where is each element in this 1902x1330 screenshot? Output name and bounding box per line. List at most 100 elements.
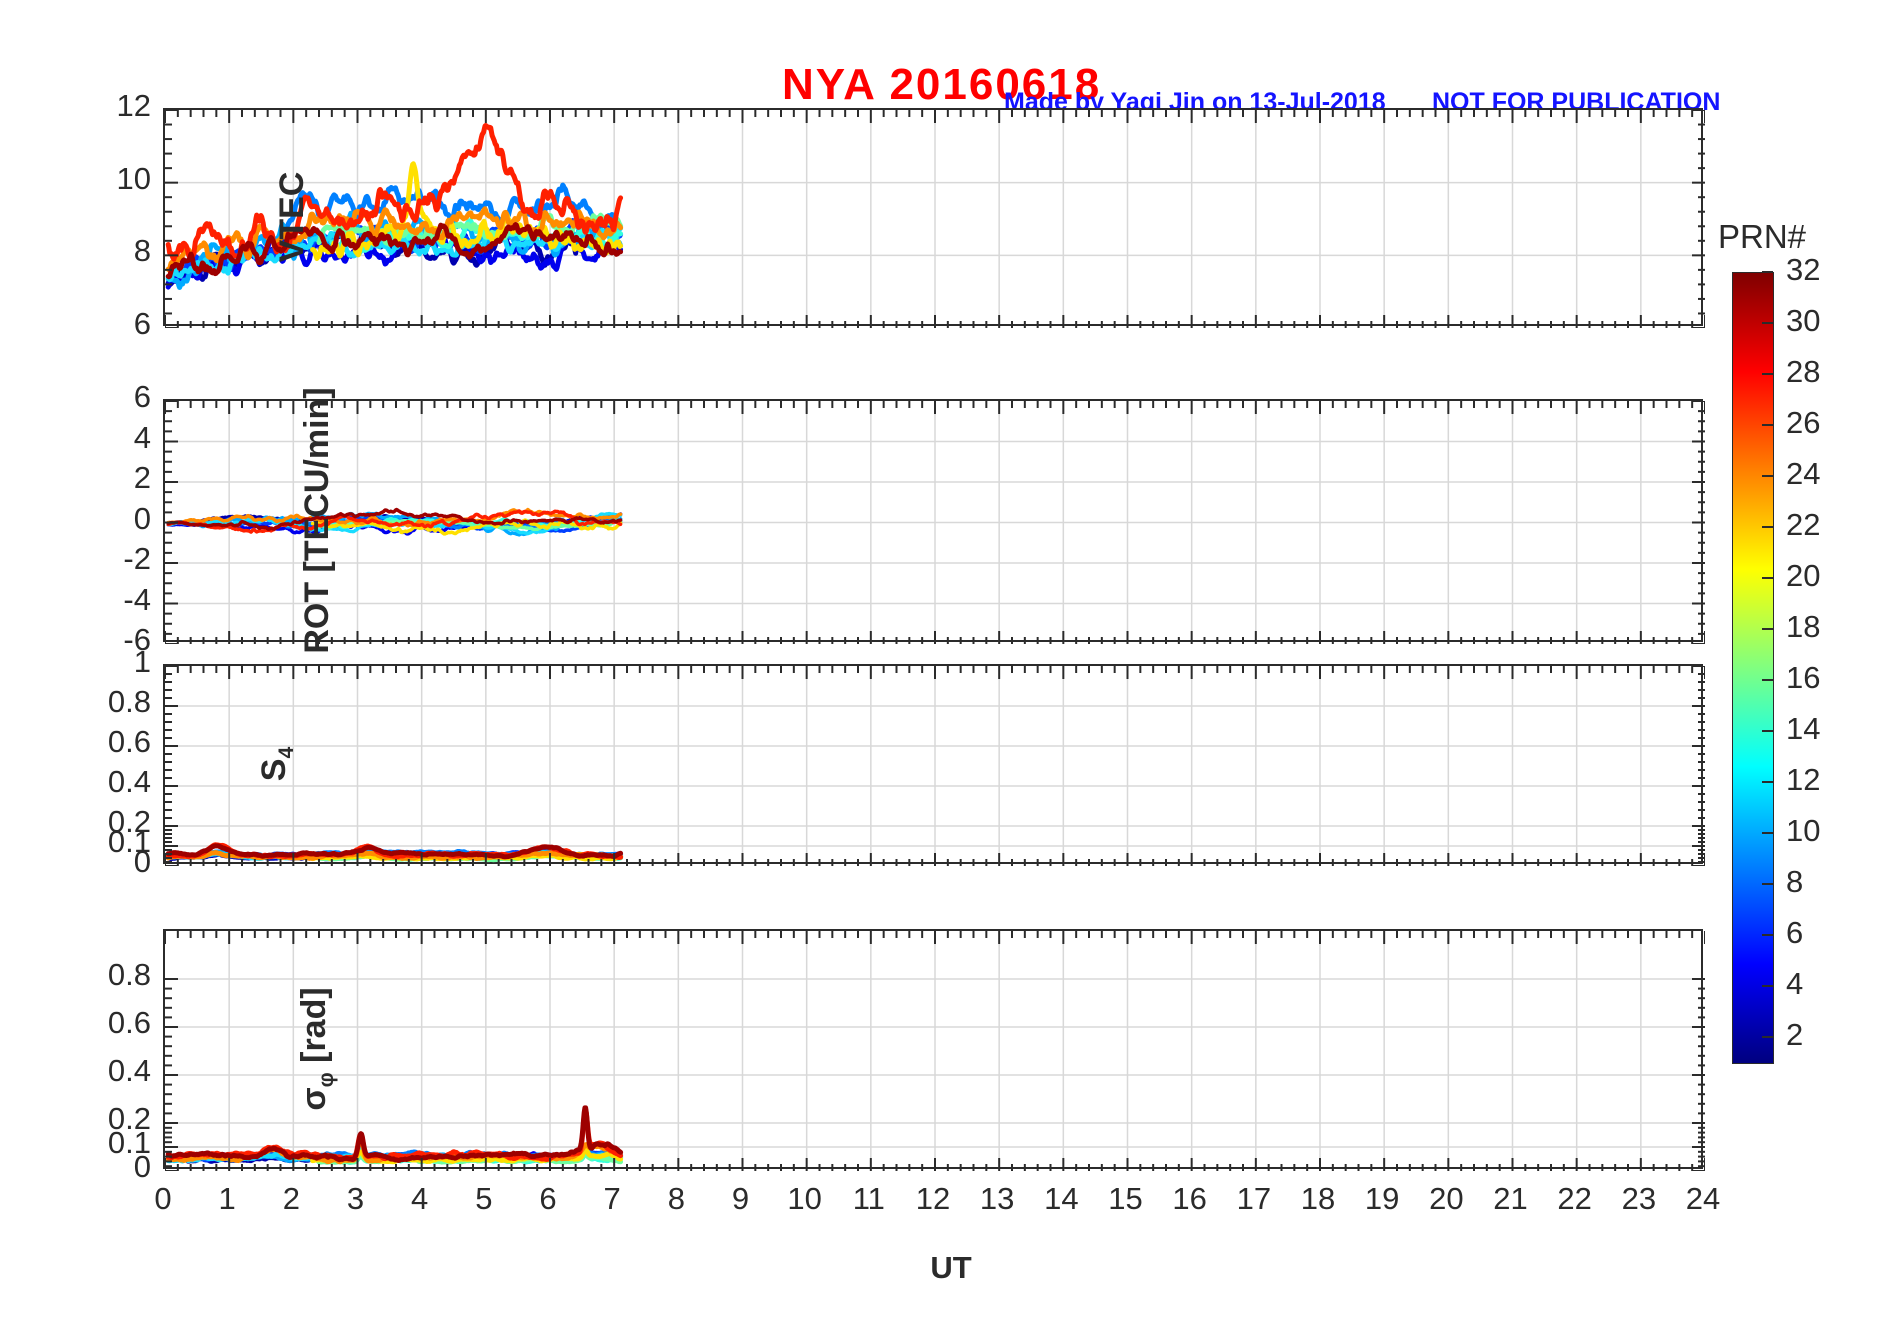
- x-tick-label: 7: [603, 1181, 621, 1216]
- colorbar-tick-label: 18: [1786, 608, 1821, 644]
- x-tick-label: 1: [218, 1181, 236, 1216]
- colorbar-tick-label: 8: [1786, 863, 1804, 899]
- panel-vtec-plot-area: [165, 110, 1705, 328]
- series-prn-32: [165, 1105, 624, 1163]
- x-tick-label: 22: [1557, 1181, 1592, 1216]
- x-tick-label: 8: [667, 1181, 685, 1216]
- panel-vtec-ytick-label: 10: [116, 160, 151, 196]
- colorbar-title: PRN#: [1718, 218, 1807, 255]
- panel-sigma_phi-ytick-label: 0.4: [107, 1053, 151, 1088]
- x-tick-label: 24: [1685, 1181, 1721, 1216]
- colorbar-tick-label: 26: [1786, 404, 1821, 440]
- data-series-group: [165, 1105, 624, 1165]
- panel-vtec-ytick-label: 6: [133, 306, 151, 341]
- colorbar-tick-label: 4: [1786, 965, 1804, 1001]
- axis-ticks: [165, 401, 1705, 644]
- colorbar-tick-label: 12: [1786, 761, 1821, 797]
- x-tick-label: 17: [1236, 1181, 1272, 1216]
- panel-vtec[interactable]: [163, 108, 1705, 328]
- series-prn-20: [310, 161, 624, 261]
- colorbar-tick: [1762, 372, 1773, 375]
- series-prn-28: [165, 1107, 624, 1162]
- panel-rot-ytick-label: 6: [133, 379, 151, 414]
- x-tick-label: 14: [1044, 1181, 1079, 1216]
- colorbar-tick: [1762, 474, 1773, 477]
- series-prn-32: [165, 843, 624, 860]
- colorbar-tick: [1762, 831, 1773, 834]
- panel-sigma_phi-ytick-label: 0: [133, 1149, 151, 1184]
- panel-sigma_phi-ytick-label: 0.6: [107, 1005, 151, 1040]
- colorbar-tick: [1762, 729, 1773, 732]
- x-tick-label: 19: [1364, 1181, 1400, 1216]
- colorbar-tick-label: 16: [1786, 659, 1821, 695]
- panel-rot-ytick-label: 4: [133, 419, 151, 455]
- panel-rot-plot-area: [165, 401, 1705, 644]
- x-tick-label: 21: [1493, 1181, 1528, 1216]
- colorbar-tick-label: 10: [1786, 812, 1821, 848]
- x-tick-label: 10: [787, 1181, 822, 1216]
- colorbar-tick: [1762, 882, 1773, 885]
- series-prn-32: [166, 507, 623, 531]
- colorbar-tick: [1762, 780, 1773, 783]
- x-tick-label: 5: [475, 1181, 493, 1216]
- colorbar-tick: [1762, 1035, 1773, 1038]
- data-series-group: [166, 507, 623, 537]
- panel-s4-ylabel: S4: [255, 746, 298, 782]
- colorbar[interactable]: [1732, 272, 1774, 1064]
- colorbar-tick-label: 2: [1786, 1016, 1804, 1052]
- data-series-group: [165, 122, 624, 290]
- panel-s4-ytick-label: 1: [133, 644, 151, 679]
- colorbar-tick-label: 24: [1786, 455, 1821, 491]
- colorbar-tick: [1762, 321, 1773, 324]
- panel-rot-ytick-label: 0: [133, 500, 151, 536]
- panel-s4-ytick-label: 0.4: [107, 764, 151, 799]
- x-tick-label: 15: [1108, 1181, 1143, 1216]
- panel-sigma_phi[interactable]: [163, 929, 1705, 1171]
- panel-sigma_phi-ylabel: σφ [rad]: [295, 987, 338, 1111]
- panel-rot-ytick-label: -4: [123, 581, 151, 617]
- colorbar-tick: [1762, 423, 1773, 426]
- panel-rot[interactable]: [163, 399, 1705, 644]
- colorbar-tick: [1762, 678, 1773, 681]
- panel-s4[interactable]: [163, 664, 1705, 866]
- x-tick-label: 9: [731, 1181, 750, 1216]
- panel-s4-ytick-label: 0.8: [107, 684, 151, 719]
- colorbar-tick-label: 20: [1786, 557, 1821, 593]
- panel-vtec-ytick-label: 12: [116, 88, 151, 123]
- x-tick-label: 3: [346, 1181, 365, 1216]
- colorbar-tick-label: 14: [1786, 710, 1821, 746]
- panel-s4-ytick-label: 0.6: [107, 724, 151, 759]
- panel-rot-ylabel: ROT [TECU/min]: [298, 387, 336, 654]
- colorbar-tick-label: 30: [1786, 302, 1821, 338]
- axis-ticks: [165, 110, 1705, 328]
- panel-s4-plot-area: [165, 666, 1705, 866]
- panel-rot-ytick-label: 2: [133, 460, 151, 495]
- colorbar-tick-label: 28: [1786, 353, 1821, 389]
- colorbar-tick-label: 6: [1786, 914, 1804, 950]
- x-tick-label: 12: [915, 1181, 951, 1216]
- x-tick-label: 18: [1300, 1181, 1336, 1216]
- gridlines: [165, 666, 1705, 866]
- colorbar-tick: [1762, 984, 1773, 987]
- panel-rot-ytick-label: -6: [123, 622, 151, 657]
- panel-vtec-ytick-label: 8: [133, 233, 151, 269]
- data-series-group: [165, 842, 624, 863]
- colorbar-tick: [1762, 271, 1773, 273]
- x-tick-label: 23: [1621, 1181, 1657, 1216]
- x-tick-label: 11: [852, 1181, 885, 1216]
- colorbar-tick: [1762, 627, 1773, 630]
- series-prn-28: [166, 509, 623, 534]
- colorbar-tick: [1762, 933, 1773, 936]
- x-tick-label: 2: [282, 1181, 300, 1216]
- x-tick-label: 16: [1172, 1181, 1207, 1216]
- x-tick-label: 20: [1429, 1181, 1464, 1216]
- series-prn-32: [165, 222, 624, 280]
- panel-sigma_phi-ytick-label: 0.8: [107, 957, 151, 992]
- panel-rot-ytick-label: -2: [123, 541, 151, 576]
- panel-vtec-ylabel: VTEC: [273, 171, 311, 263]
- panel-s4-ytick-label: 0.1: [107, 824, 151, 859]
- panel-sigma_phi-ytick-label: 0.2: [107, 1101, 151, 1136]
- colorbar-tick: [1762, 576, 1773, 579]
- gridlines: [165, 110, 1705, 328]
- x-tick-label: 0: [154, 1181, 172, 1216]
